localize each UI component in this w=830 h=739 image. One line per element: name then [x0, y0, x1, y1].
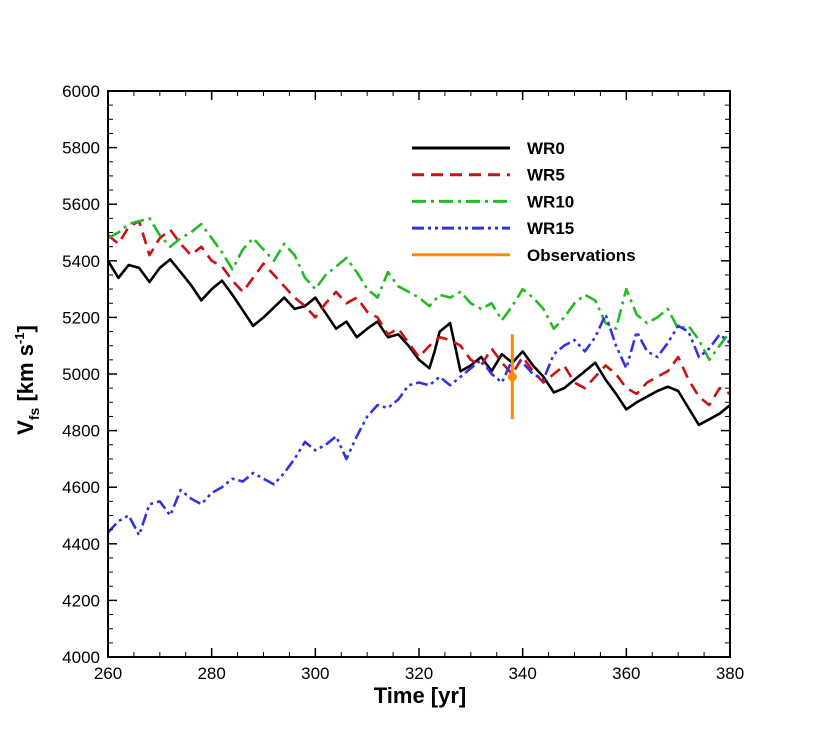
legend-label-wr15: WR15	[527, 219, 574, 238]
plot-frame	[107, 90, 731, 658]
y-axis-units: [km s	[13, 344, 38, 408]
y-tick-label: 4400	[62, 535, 100, 554]
legend-label-wr0: WR0	[527, 139, 565, 158]
x-tick-label: 360	[612, 664, 640, 683]
y-axis-subscript: fs	[26, 407, 42, 420]
legend-label-wr5: WR5	[527, 166, 565, 185]
x-axis-title: Time [yr]	[374, 683, 467, 708]
series-line-wr15	[107, 313, 731, 537]
y-tick-label: 5600	[62, 195, 100, 214]
observations-point	[507, 372, 517, 382]
legend-label-wr10: WR10	[527, 192, 574, 211]
x-tick-label: 320	[405, 664, 433, 683]
legend-label-observations: Observations	[527, 246, 636, 265]
y-axis-units-superscript: -1	[12, 333, 27, 345]
y-tick-label: 5800	[62, 139, 100, 158]
y-axis-title: Vfs [km s-1]	[12, 325, 42, 435]
series-layer	[106, 217, 732, 537]
y-tick-label: 4800	[62, 422, 100, 441]
x-tick-label: 300	[301, 664, 329, 683]
x-tick-label: 340	[508, 664, 536, 683]
y-tick-label: 4000	[62, 648, 100, 667]
x-tick-label: 380	[716, 664, 744, 683]
y-tick-label: 5200	[62, 308, 100, 327]
legend: WR0 WR5 WR10 WR15 Observations	[412, 139, 636, 265]
y-axis-units-close: ]	[13, 325, 38, 332]
x-tick-label: 260	[94, 664, 122, 683]
y-tick-label: 4200	[62, 591, 100, 610]
y-tick-label: 6000	[62, 82, 100, 101]
y-tick-label: 4600	[62, 478, 100, 497]
axis-ticks: 260 280 300 320 340 360 380 4000 4200 4400 4600 480…	[62, 82, 744, 683]
y-tick-label: 5000	[62, 365, 100, 384]
series-line-wr10	[107, 217, 732, 362]
series-line-wr5	[107, 219, 731, 407]
y-tick-label: 5400	[62, 252, 100, 271]
x-tick-label: 280	[197, 664, 225, 683]
series-line-wr0	[106, 258, 731, 427]
y-axis-symbol: V	[13, 420, 38, 435]
